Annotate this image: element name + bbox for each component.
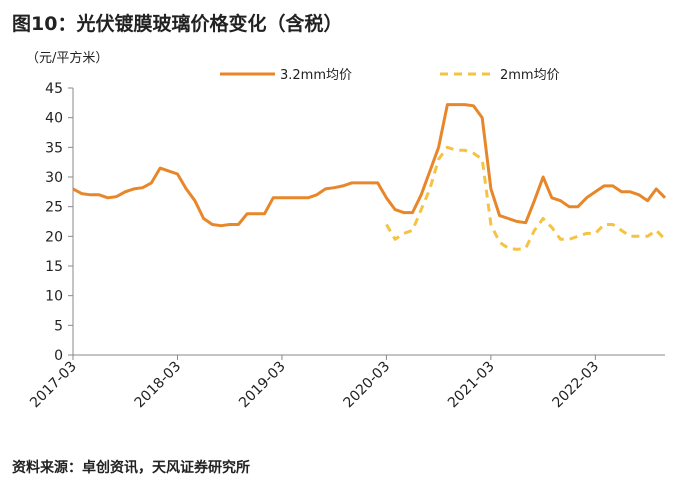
series-line: [385, 145, 667, 251]
y-tick-label: 20: [45, 229, 63, 245]
x-tick-label: 2019-03: [236, 359, 289, 412]
y-tick-label: 40: [45, 111, 63, 127]
legend-label: 2mm均价: [500, 68, 560, 83]
legend-label: 3.2mm均价: [280, 68, 352, 83]
series-line: [72, 103, 667, 228]
y-tick-label: 35: [45, 140, 63, 156]
source-note: 资料来源：卓创资讯，天风证券研究所: [12, 459, 250, 476]
y-tick-label: 10: [45, 289, 63, 305]
chart-title: 图10：光伏镀膜玻璃价格变化（含税）: [12, 12, 342, 35]
x-tick-label: 2021-03: [445, 359, 498, 412]
y-tick-label: 15: [45, 259, 63, 275]
y-tick-label: 0: [54, 348, 63, 364]
y-axis-label: （元/平方米）: [26, 50, 108, 66]
y-tick-label: 30: [45, 170, 63, 186]
x-tick-label: 2020-03: [341, 359, 394, 412]
x-tick-label: 2017-03: [27, 359, 80, 412]
y-tick-label: 25: [45, 200, 63, 216]
x-tick-label: 2018-03: [132, 359, 185, 412]
y-tick-label: 5: [54, 318, 63, 334]
y-tick-label: 45: [45, 81, 63, 97]
x-tick-label: 2022-03: [550, 359, 603, 412]
